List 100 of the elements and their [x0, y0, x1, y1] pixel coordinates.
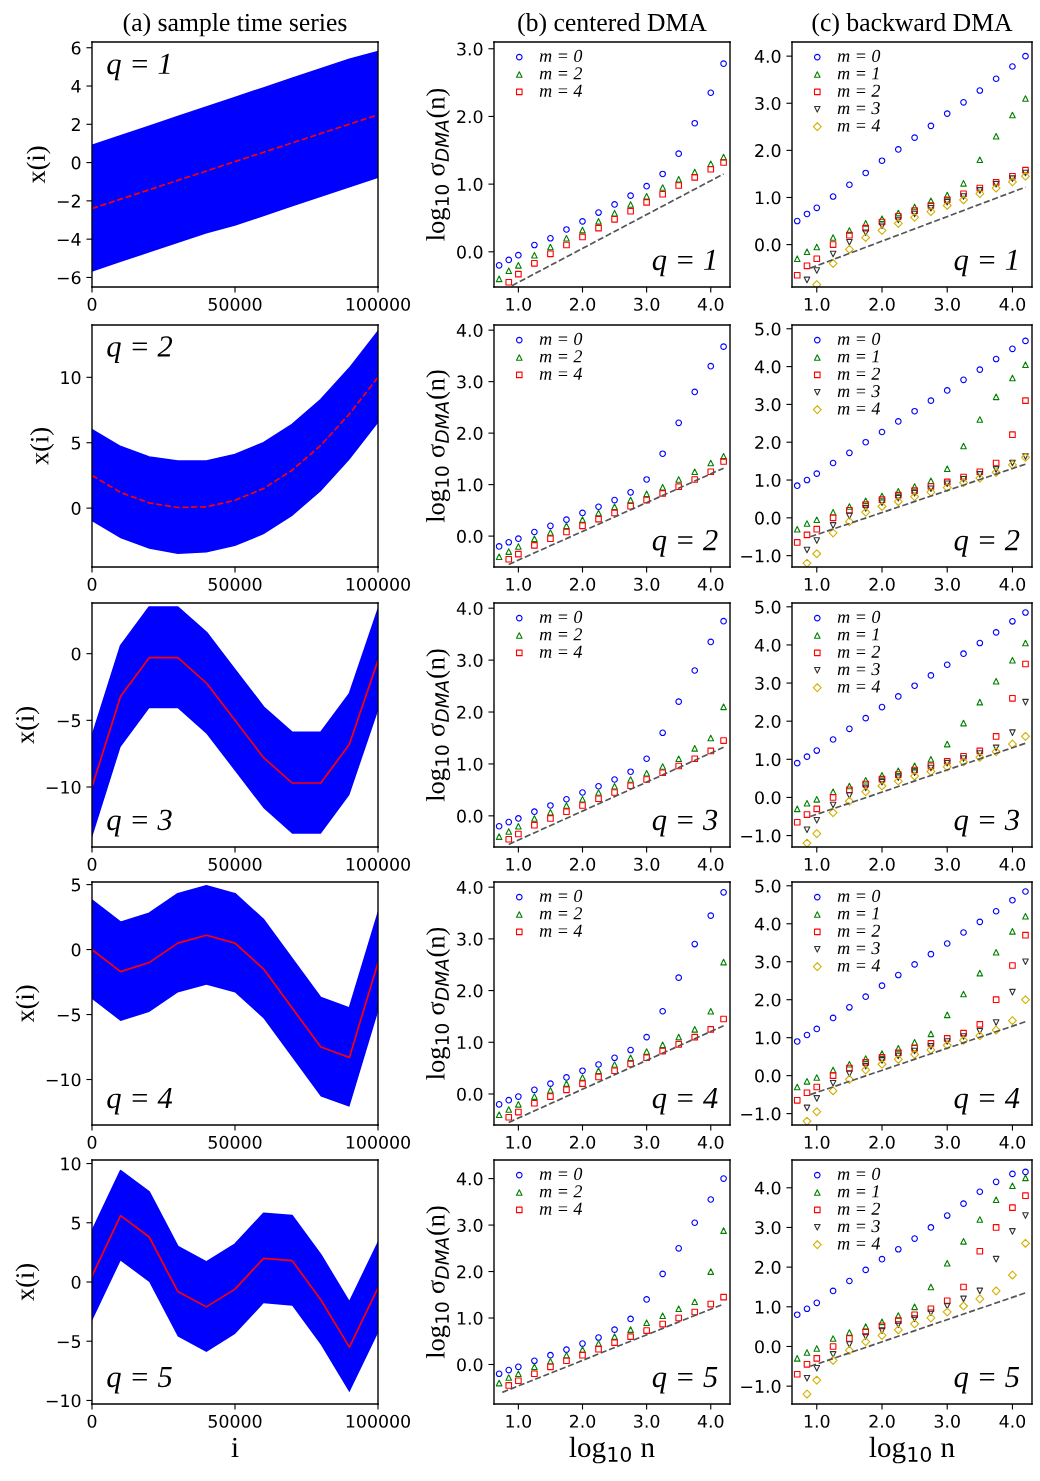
y-tick-label: −1.0 — [741, 1107, 781, 1121]
annotation: q = 5 — [954, 1366, 1020, 1394]
y-tick-label: 5.0 — [755, 879, 781, 893]
y-tick-label: 4 — [71, 79, 81, 93]
x-tick-label: 4.0 — [697, 857, 724, 871]
legend-label: m = 4 — [837, 1237, 881, 1250]
annotation: q = 2 — [652, 529, 718, 557]
y-tick-label: 4.0 — [456, 1172, 483, 1186]
x-tick-label: 0 — [87, 297, 97, 311]
legend-label: m = 4 — [837, 959, 881, 972]
x-tick-label: 2.0 — [569, 577, 596, 591]
y-tick-label: 2.0 — [755, 435, 781, 450]
y-axis-title: log$_{10}$ σ$_{DMA}$(n) — [426, 1206, 451, 1359]
x-tick-label: 1.0 — [804, 857, 830, 871]
x-tick-label: 0 — [87, 577, 97, 591]
y-tick-label: 3.0 — [755, 955, 781, 969]
legend-label: m = 1 — [837, 350, 879, 363]
y-tick-label: 2 — [71, 118, 80, 131]
x-tick-label: 2.0 — [869, 1414, 895, 1428]
x-tick-label: 100000 — [346, 577, 410, 591]
legend-label: m = 4 — [837, 119, 881, 132]
annotation: q = 4 — [652, 1087, 718, 1115]
y-tick-label: 2.0 — [755, 714, 781, 729]
y-tick-label: 2.0 — [457, 110, 483, 124]
x-tick-label: 4.0 — [999, 1414, 1026, 1428]
legend-label: m = 4 — [539, 1202, 583, 1215]
y-tick-label: 0.0 — [755, 1069, 781, 1083]
legend-label: m = 2 — [539, 67, 583, 80]
x-tick-label: 3.0 — [634, 1414, 660, 1428]
x-tick-label: 1.0 — [506, 1414, 532, 1428]
y-tick-label: −10 — [46, 1073, 81, 1087]
y-tick-label: 2.0 — [457, 705, 483, 719]
y-tick-label: 3.0 — [457, 932, 483, 946]
legend-label: m = 0 — [539, 889, 583, 903]
x-tick-label: 4.0 — [999, 1135, 1026, 1149]
y-tick-label: 0.0 — [755, 238, 781, 252]
y-tick-label: 0.0 — [457, 1358, 483, 1372]
x-tick-label: 4.0 — [999, 577, 1026, 591]
y-tick-label: 0.0 — [755, 1340, 781, 1354]
x-tick-label: 2.0 — [869, 297, 895, 311]
x-tick-label: 100000 — [346, 857, 410, 871]
y-tick-label: −10 — [46, 1394, 81, 1408]
y-tick-label: 2.0 — [755, 1260, 781, 1274]
x-tick-label: 4.0 — [697, 1414, 724, 1428]
legend-label: m = 0 — [837, 49, 881, 63]
y-tick-label: −5 — [57, 714, 81, 728]
legend-label: m = 1 — [837, 907, 879, 920]
y-axis-title: x(i) — [15, 985, 40, 1023]
x-tick-label: 2.0 — [869, 857, 895, 871]
y-tick-label: 4.0 — [754, 917, 781, 931]
y-tick-label: 0.0 — [457, 809, 483, 823]
y-tick-label: 5 — [71, 1216, 81, 1230]
x-tick-label: 100000 — [346, 1414, 410, 1428]
y-tick-label: 1.0 — [755, 1300, 781, 1314]
y-tick-label: 0.0 — [755, 791, 781, 805]
legend-label: m = 4 — [539, 645, 583, 658]
legend-label: m = 0 — [539, 332, 583, 346]
y-tick-label: 4.0 — [456, 601, 483, 616]
x-tick-label: 2.0 — [569, 857, 596, 871]
legend-label: m = 4 — [539, 367, 583, 380]
y-tick-label: 0 — [71, 1275, 81, 1289]
y-tick-label: −5 — [57, 1008, 81, 1022]
x-tick-label: 3.0 — [634, 857, 660, 871]
x-tick-label: 50000 — [208, 1414, 262, 1428]
annotation: q = 3 — [954, 809, 1019, 837]
x-tick-label: 3.0 — [934, 577, 960, 591]
x-tick-label: 2.0 — [569, 1135, 596, 1149]
x-tick-label: 1.0 — [506, 297, 532, 311]
x-tick-label: 2.0 — [569, 1414, 596, 1428]
y-tick-label: 1.0 — [755, 191, 781, 205]
x-tick-label: 100000 — [346, 297, 410, 311]
legend-label: m = 4 — [539, 924, 583, 937]
x-tick-label: 3.0 — [634, 577, 660, 591]
y-tick-label: 2.0 — [755, 144, 781, 158]
y-tick-label: 0 — [71, 943, 81, 957]
y-tick-label: 5.0 — [755, 600, 781, 614]
annotation: q = 2 — [107, 336, 173, 364]
y-tick-label: 5.0 — [755, 322, 781, 336]
x-tick-label: 1.0 — [506, 857, 532, 871]
legend-label: m = 3 — [837, 385, 880, 398]
legend-label: m = 2 — [837, 367, 881, 380]
y-tick-label: 1.0 — [755, 753, 781, 767]
y-axis-title: log$_{10}$ σ$_{DMA}$(n) — [426, 88, 451, 241]
y-tick-label: 0.0 — [457, 245, 483, 259]
y-tick-label: −1.0 — [741, 549, 781, 563]
y-axis-title: x(i) — [26, 146, 51, 184]
y-axis-title: x(i) — [15, 1264, 40, 1301]
x-tick-label: 50000 — [208, 297, 262, 311]
annotation: q = 5 — [652, 1366, 718, 1394]
x-tick-label: 2.0 — [869, 1135, 895, 1149]
legend-label: m = 2 — [539, 628, 583, 641]
legend-label: m = 0 — [837, 889, 881, 903]
y-tick-label: 5 — [71, 878, 81, 892]
y-tick-label: 0 — [71, 156, 81, 170]
y-tick-label: 1.0 — [457, 177, 483, 191]
y-tick-label: 3.0 — [457, 42, 483, 56]
y-tick-label: 4.0 — [754, 49, 781, 63]
x-tick-label: 2.0 — [869, 577, 895, 591]
y-tick-label: 4.0 — [754, 1181, 781, 1195]
y-tick-label: 4.0 — [456, 880, 483, 895]
